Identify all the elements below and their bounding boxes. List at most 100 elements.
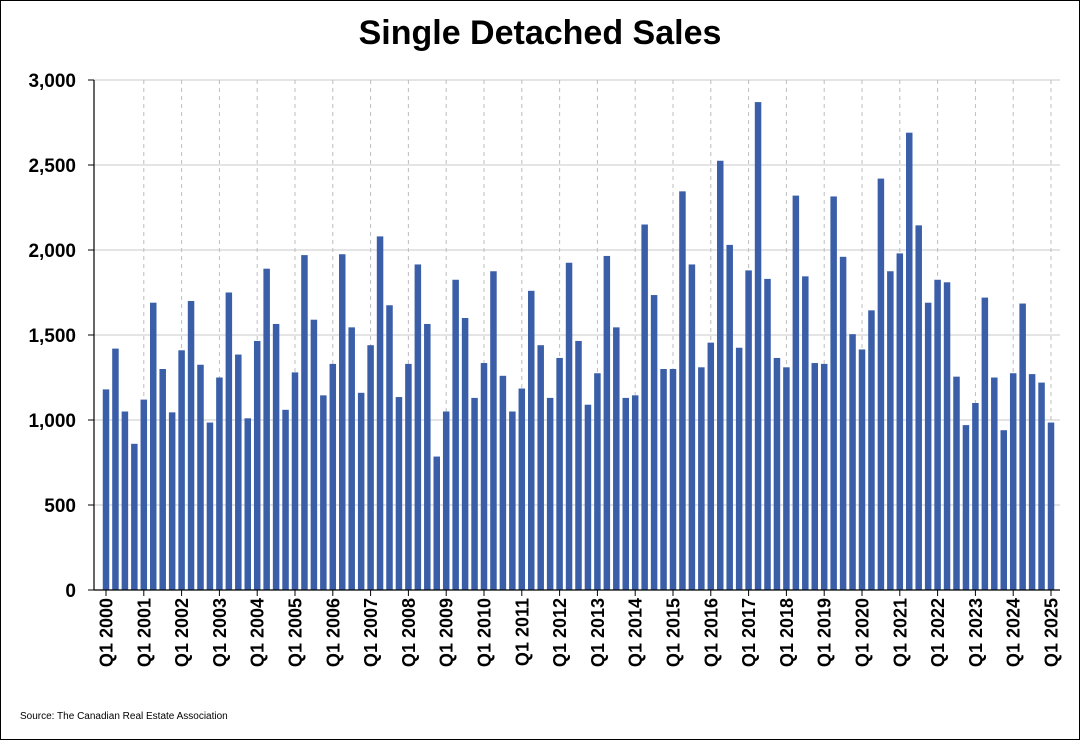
bar <box>877 178 885 590</box>
bar <box>991 377 998 590</box>
x-tick-label: Q1 2000 <box>97 598 117 667</box>
bar <box>735 347 743 590</box>
bar <box>754 102 762 590</box>
bar <box>206 422 214 590</box>
x-tick-label: Q1 2021 <box>890 598 910 667</box>
bar <box>858 349 866 590</box>
y-axis-ticks: 0 500 1,000 1,500 2,000 2,500 3,000 <box>28 71 94 602</box>
bar <box>367 345 374 590</box>
y-tick-label: 2,500 <box>28 156 76 177</box>
x-tick-label: Q1 2020 <box>853 598 873 667</box>
bar <box>187 301 195 590</box>
x-tick-label: Q1 2016 <box>701 598 721 667</box>
bar <box>433 456 440 590</box>
x-tick-label: Q1 2004 <box>248 598 268 667</box>
x-tick-label: Q1 2017 <box>739 598 759 667</box>
bar <box>376 236 384 590</box>
bar <box>1000 430 1007 590</box>
bar <box>868 310 875 590</box>
bar <box>575 340 582 590</box>
bar <box>584 404 592 590</box>
x-axis-ticks: Q1 2000 Q1 2001 Q1 2002 Q1 2003 Q1 2004 Q1 20… <box>97 590 1062 667</box>
bar <box>698 367 705 590</box>
y-tick-label: 1,500 <box>28 326 76 347</box>
bar <box>650 295 658 590</box>
bar <box>197 364 204 590</box>
bar <box>546 397 554 590</box>
bar <box>263 268 270 590</box>
bar <box>849 334 856 590</box>
bar <box>168 412 176 590</box>
x-tick-label: Q1 2012 <box>550 598 570 667</box>
bar <box>395 397 403 590</box>
y-tick-label: 0 <box>65 581 76 602</box>
bar <box>613 327 620 590</box>
source-note: Source: The Canadian Real Estate Associa… <box>20 711 228 722</box>
x-tick-label: Q1 2014 <box>626 598 646 667</box>
bar <box>783 367 790 590</box>
x-tick-label: Q1 2025 <box>1042 598 1062 667</box>
x-tick-label: Q1 2018 <box>777 598 797 667</box>
bar <box>1009 373 1017 590</box>
bar <box>537 345 544 590</box>
bar <box>150 302 157 590</box>
bar <box>660 369 667 590</box>
bar <box>962 425 970 590</box>
x-tick-label: Q1 2019 <box>815 598 835 667</box>
bar <box>461 318 469 590</box>
x-tick-label: Q1 2003 <box>210 598 230 667</box>
bar <box>178 350 185 590</box>
bar <box>924 302 932 590</box>
x-tick-label: Q1 2011 <box>512 598 532 666</box>
bar <box>943 282 951 590</box>
bar <box>556 357 563 590</box>
bar <box>357 392 365 590</box>
bar <box>688 264 696 590</box>
bar <box>225 292 233 590</box>
bar <box>112 348 119 590</box>
bar <box>802 276 809 590</box>
bar <box>669 369 677 590</box>
y-tick-label: 500 <box>44 496 76 517</box>
bar <box>1038 382 1045 590</box>
bar <box>452 279 459 590</box>
x-tick-label: Q1 2006 <box>323 598 343 667</box>
bar <box>405 363 412 590</box>
bar <box>565 262 573 590</box>
bar <box>131 443 138 590</box>
bar <box>764 278 771 590</box>
bar <box>622 397 629 590</box>
bar <box>1028 374 1036 590</box>
bar <box>641 224 648 590</box>
bar <box>773 357 781 590</box>
bar <box>1019 303 1026 590</box>
bar <box>159 369 166 590</box>
bar <box>235 354 242 590</box>
x-tick-label: Q1 2023 <box>966 598 986 667</box>
bar <box>717 160 724 590</box>
bar <box>896 253 904 590</box>
bar <box>471 397 478 590</box>
bar <box>679 191 686 590</box>
bar <box>386 305 393 590</box>
bar <box>310 319 318 590</box>
bar <box>121 411 129 590</box>
bar <box>934 279 941 590</box>
bar <box>140 399 148 590</box>
bar <box>301 255 308 590</box>
x-tick-label: Q1 2015 <box>664 598 684 667</box>
bar <box>414 264 422 590</box>
bar <box>253 340 261 590</box>
bar <box>282 409 289 590</box>
x-tick-label: Q1 2007 <box>361 598 381 667</box>
y-tick-label: 3,000 <box>28 71 76 92</box>
bar <box>1047 422 1055 590</box>
bar <box>490 271 497 590</box>
x-tick-label: Q1 2001 <box>134 598 154 667</box>
bar <box>442 411 450 590</box>
x-tick-label: Q1 2009 <box>437 598 457 667</box>
bar <box>594 373 601 590</box>
x-tick-label: Q1 2008 <box>399 598 419 667</box>
bar <box>953 376 960 590</box>
